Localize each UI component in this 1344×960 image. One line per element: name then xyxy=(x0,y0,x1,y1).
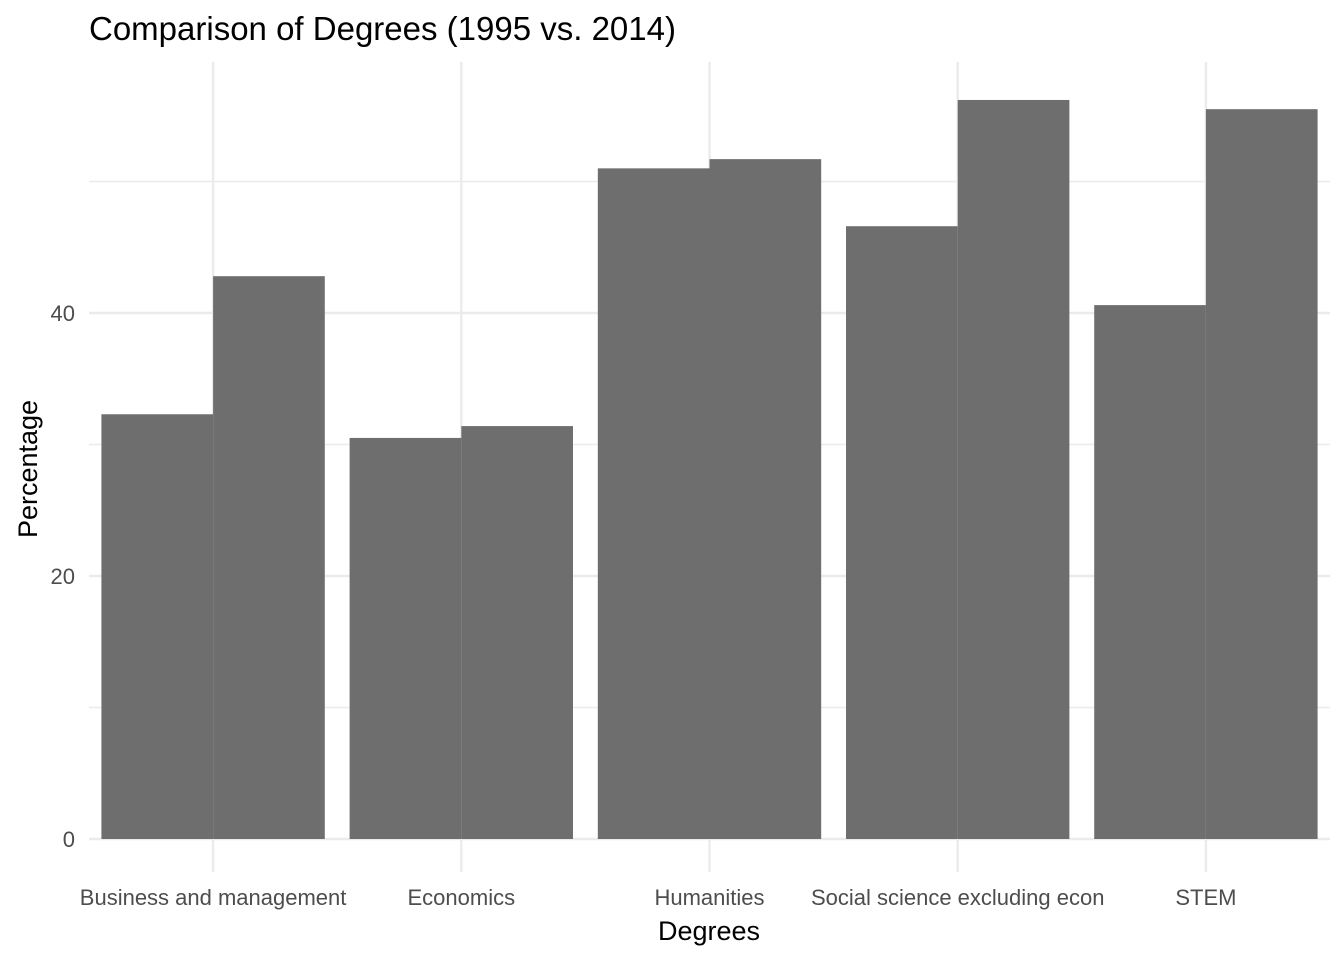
x-tick-label: Humanities xyxy=(654,885,764,910)
y-axis-ticks: 0 20 40 xyxy=(51,301,75,852)
bar xyxy=(957,99,1070,840)
bars xyxy=(101,99,1318,840)
bar xyxy=(597,168,710,840)
y-axis-title: Percentage xyxy=(13,400,43,538)
x-tick-label: Business and management xyxy=(80,885,347,910)
y-tick-label: 0 xyxy=(63,827,75,852)
y-tick-label: 20 xyxy=(51,564,75,589)
x-axis-ticks: Business and management Economics Humaniti… xyxy=(80,885,1237,910)
bar xyxy=(101,414,214,839)
x-tick-label: Economics xyxy=(408,885,516,910)
x-axis-title: Degrees xyxy=(658,916,760,946)
bar xyxy=(349,437,462,839)
bar xyxy=(709,159,822,839)
x-tick-label: Social science excluding econ xyxy=(811,885,1105,910)
bar xyxy=(1094,305,1206,839)
bar xyxy=(213,276,325,839)
bar xyxy=(846,226,958,839)
x-tick-label: STEM xyxy=(1175,885,1236,910)
y-tick-label: 40 xyxy=(51,301,75,326)
bar xyxy=(1205,109,1318,840)
bar xyxy=(461,426,573,839)
chart-title: Comparison of Degrees (1995 vs. 2014) xyxy=(89,10,676,47)
